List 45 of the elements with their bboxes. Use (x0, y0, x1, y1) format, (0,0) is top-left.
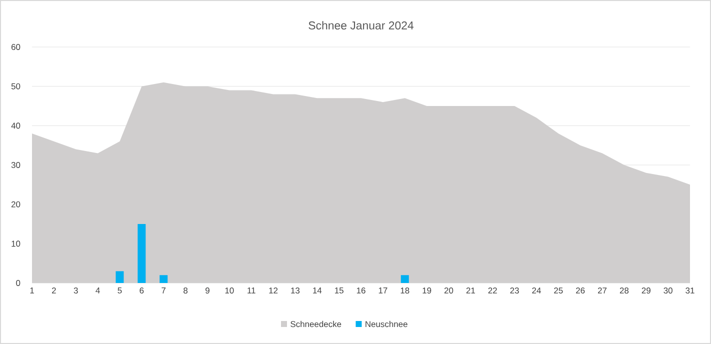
y-tick-label: 40 (11, 122, 20, 129)
x-tick-label: 4 (96, 288, 100, 294)
bar (116, 271, 124, 283)
x-tick-label: 30 (664, 288, 672, 294)
y-tick-label: 30 (11, 162, 20, 168)
x-tick-label: 16 (356, 288, 366, 294)
x-tick-label: 20 (444, 288, 454, 294)
y-tick-label: 0 (16, 280, 20, 286)
x-tick-label: 12 (269, 288, 278, 294)
x-tick-label: 29 (642, 288, 650, 294)
x-tick-label: 3 (74, 288, 78, 294)
bar (138, 224, 146, 283)
x-tick-label: 18 (400, 288, 410, 294)
x-tick-label: 15 (335, 288, 344, 294)
chart-title: Schnee Januar 2024 (308, 21, 414, 30)
x-tick-label: 26 (576, 288, 585, 294)
x-tick-label: 25 (554, 288, 563, 294)
x-tick-label: 17 (378, 288, 388, 294)
x-tick-label: 5 (118, 288, 122, 294)
x-tick-label: 2 (52, 288, 56, 294)
y-tick-label: 10 (12, 240, 20, 247)
x-tick-label: 13 (291, 288, 300, 294)
x-tick-label: 19 (422, 288, 432, 294)
x-tick-label: 7 (162, 288, 166, 294)
x-tick-label: 28 (620, 288, 629, 294)
x-tick-label: 24 (532, 288, 541, 294)
x-tick-label: 1 (30, 288, 34, 294)
x-tick-label: 14 (313, 288, 322, 294)
x-tick-label: 8 (184, 288, 188, 294)
y-tick-label: 50 (11, 83, 20, 90)
y-tick-label: 60 (12, 44, 20, 50)
legend-label: Neuschnee (366, 320, 408, 328)
x-tick-label: 10 (225, 288, 234, 294)
x-tick-label: 23 (510, 288, 519, 294)
legend-label: Schneedecke (290, 320, 342, 328)
x-tick-label: 9 (206, 288, 210, 294)
x-tick-label: 27 (598, 288, 607, 294)
bar (400, 275, 409, 283)
bar (160, 275, 168, 283)
x-tick-label: 22 (488, 288, 497, 294)
x-tick-label: 31 (686, 288, 694, 294)
y-tick-label: 20 (11, 201, 20, 208)
x-tick-label: 6 (140, 288, 144, 294)
x-tick-label: 21 (466, 288, 475, 294)
x-tick-label: 11 (248, 288, 256, 294)
